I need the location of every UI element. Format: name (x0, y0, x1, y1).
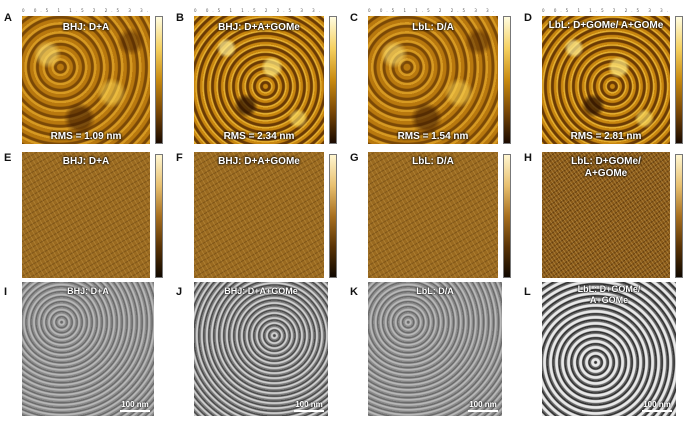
scale-bar-line (642, 410, 672, 412)
panel-l: L LbL: D+GOMe/ A+GOMe 100 nm (520, 282, 692, 418)
panel-e: E BHJ: D+A (0, 148, 170, 280)
panel-k: K LbL: D/A 100 nm (346, 282, 518, 418)
panel-letter: B (176, 12, 184, 24)
phase-colorbar (675, 154, 683, 278)
phase-colorbar (503, 154, 511, 278)
panel-g: G LbL: D/A (346, 148, 518, 280)
afm-height-image: BHJ: D+A+GOMe RMS = 2.34 nm (194, 16, 324, 144)
scale-bar-label: 100 nm (121, 400, 149, 409)
afm-phase-image: BHJ: D+A+GOMe (194, 152, 324, 278)
rms-value: RMS = 1.09 nm (50, 131, 122, 142)
tem-image: BHJ: D+A 100 nm (22, 282, 154, 416)
panel-letter: G (350, 152, 359, 164)
panel-d: D 0 0.5 1 1.5 2 2.5 3 3.5 4 4.5 5 μm LbL… (520, 8, 692, 146)
panel-letter: L (524, 286, 531, 298)
sample-label-line2: A+GOMe (584, 168, 628, 179)
scale-bar: 100 nm (468, 400, 498, 412)
x-axis-ticks: 0 0.5 1 1.5 2 2.5 3 3.5 4 4.5 5 μm (542, 8, 670, 13)
height-colorbar (503, 16, 511, 144)
sample-label-line1: LbL: D+GOMe/ (577, 284, 641, 294)
height-colorbar (675, 16, 683, 144)
panel-letter: F (176, 152, 183, 164)
sample-label: BHJ: D+A+GOMe (224, 286, 298, 296)
sample-label-line1: LbL: D+GOMe/ (571, 156, 641, 167)
x-axis-ticks: 0 0.5 1 1.5 2 2.5 3 3.5 4 4.5 5 μm (194, 8, 324, 13)
tem-image: LbL: D/A 100 nm (368, 282, 502, 416)
panel-letter: C (350, 12, 358, 24)
height-colorbar (329, 16, 337, 144)
afm-phase-image: LbL: D/A (368, 152, 498, 278)
afm-phase-image: BHJ: D+A (22, 152, 150, 278)
sample-label: BHJ: D+A (62, 22, 110, 33)
panel-letter: E (4, 152, 12, 164)
sample-label: BHJ: D+A (67, 286, 109, 296)
panel-letter: I (4, 286, 8, 298)
scale-bar-label: 100 nm (643, 400, 671, 409)
panel-letter: D (524, 12, 532, 24)
x-axis-ticks: 0 0.5 1 1.5 2 2.5 3 3.5 4 4.5 5 μm (22, 8, 150, 13)
tem-image: BHJ: D+A+GOMe 100 nm (194, 282, 328, 416)
scale-bar-label: 100 nm (295, 400, 323, 409)
sample-label: BHJ: D+A+GOMe (218, 22, 300, 33)
scale-bar: 100 nm (642, 400, 672, 412)
sample-label: LbL: D/A (412, 22, 454, 33)
panel-j: J BHJ: D+A+GOMe 100 nm (172, 282, 344, 418)
scale-bar-line (468, 410, 498, 412)
panel-letter: H (524, 152, 532, 164)
panel-letter: J (176, 286, 183, 298)
scale-bar: 100 nm (294, 400, 324, 412)
afm-height-image: LbL: D/A RMS = 1.54 nm (368, 16, 498, 144)
sample-label-line2: A+GOMe (589, 295, 629, 305)
x-axis-ticks: 0 0.5 1 1.5 2 2.5 3 3.5 4 4.5 5 μm (368, 8, 498, 13)
sample-label: LbL: D/A (416, 286, 454, 296)
panel-f: F BHJ: D+A+GOMe (172, 148, 344, 280)
panel-letter: K (350, 286, 358, 298)
afm-height-image: BHJ: D+A RMS = 1.09 nm (22, 16, 150, 144)
rms-value: RMS = 1.54 nm (397, 131, 469, 142)
sample-label: LbL: D/A (412, 156, 454, 167)
afm-phase-image: LbL: D+GOMe/ A+GOMe (542, 152, 670, 278)
panel-i: I BHJ: D+A 100 nm (0, 282, 170, 418)
sample-label: LbL: D+GOMe/ A+GOMe (548, 20, 664, 31)
tem-image: LbL: D+GOMe/ A+GOMe 100 nm (542, 282, 676, 416)
scale-bar-line (294, 410, 324, 412)
panel-c: C 0 0.5 1 1.5 2 2.5 3 3.5 4 4.5 5 μm LbL… (346, 8, 518, 146)
height-colorbar (155, 16, 163, 144)
scale-bar-line (120, 410, 150, 412)
sample-label: BHJ: D+A (62, 156, 110, 167)
phase-colorbar (329, 154, 337, 278)
scale-bar: 100 nm (120, 400, 150, 412)
scale-bar-label: 100 nm (469, 400, 497, 409)
rms-value: RMS = 2.81 nm (570, 131, 642, 142)
afm-height-image: LbL: D+GOMe/ A+GOMe RMS = 2.81 nm (542, 16, 670, 144)
sample-label: BHJ: D+A+GOMe (218, 156, 300, 167)
panel-a: A 0 0.5 1 1.5 2 2.5 3 3.5 4 4.5 5 μm BHJ… (0, 8, 170, 146)
panel-h: H LbL: D+GOMe/ A+GOMe (520, 148, 692, 280)
phase-colorbar (155, 154, 163, 278)
panel-letter: A (4, 12, 12, 24)
panel-b: B 0 0.5 1 1.5 2 2.5 3 3.5 4 4.5 5 μm BHJ… (172, 8, 344, 146)
rms-value: RMS = 2.34 nm (223, 131, 295, 142)
